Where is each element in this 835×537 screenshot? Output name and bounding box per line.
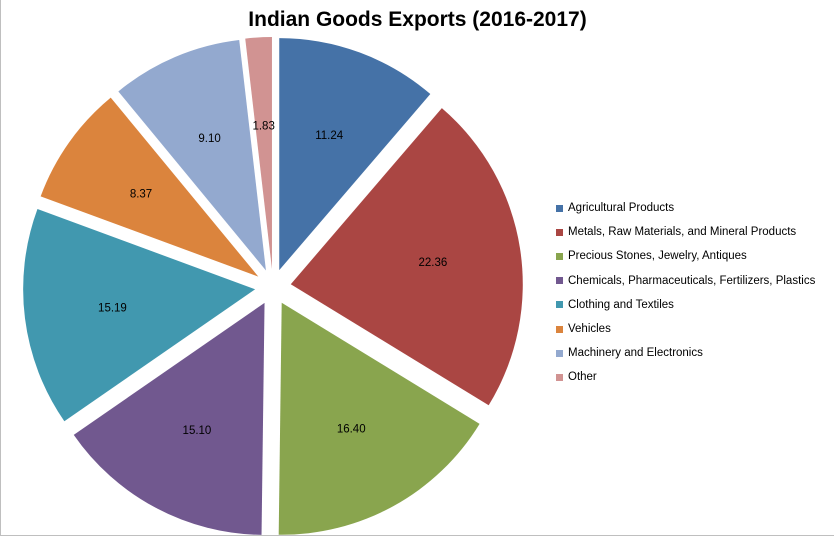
legend-label-1: Metals, Raw Materials, and Mineral Produ…	[568, 226, 797, 239]
pie-slice-7	[245, 37, 272, 270]
legend-label-5: Vehicles	[568, 323, 611, 336]
pie-slice-0	[279, 38, 431, 271]
legend-item-1: Metals, Raw Materials, and Mineral Produ…	[556, 220, 815, 244]
legend-swatch-0	[556, 204, 563, 212]
legend-swatch-7	[556, 373, 563, 381]
legend-item-0: Agricultural Products	[556, 196, 815, 220]
chart-title: Indian Goods Exports (2016-2017)	[248, 8, 587, 31]
legend-label-0: Agricultural Products	[568, 202, 675, 215]
legend-item-4: Clothing and Textiles	[556, 293, 815, 317]
legend-item-2: Precious Stones, Jewelry, Antiques	[556, 244, 815, 268]
legend-label-6: Machinery and Electronics	[568, 347, 703, 360]
legend-swatch-5	[556, 325, 563, 333]
data-label-6: 9.10	[198, 133, 220, 145]
pie-slice-2	[278, 302, 480, 535]
legend-swatch-1	[556, 228, 563, 236]
legend-label-4: Clothing and Textiles	[568, 298, 674, 311]
pie-slice-6	[118, 39, 266, 271]
pie-slice-3	[73, 302, 265, 535]
legend-swatch-2	[556, 252, 563, 260]
pie-slice-4	[23, 209, 256, 422]
data-label-2: 16.40	[337, 424, 366, 436]
legend-label-7: Other	[568, 371, 597, 384]
data-label-5: 8.37	[130, 188, 152, 200]
legend-swatch-3	[556, 277, 563, 285]
data-label-3: 15.10	[183, 425, 212, 437]
data-label-1: 22.36	[418, 257, 447, 269]
data-label-4: 15.19	[98, 302, 127, 314]
pie-slice-5	[40, 97, 259, 277]
data-label-0: 11.24	[315, 130, 344, 142]
legend-swatch-4	[556, 301, 563, 309]
legend-label-3: Chemicals, Pharmaceuticals, Fertilizers,…	[568, 274, 816, 287]
legend-item-6: Machinery and Electronics	[556, 341, 815, 365]
legend-item-5: Vehicles	[556, 317, 815, 341]
legend-item-7: Other	[556, 365, 815, 389]
legend: Agricultural Products Metals, Raw Materia…	[556, 196, 815, 390]
pie-slice-1	[290, 108, 523, 406]
legend-label-2: Precious Stones, Jewelry, Antiques	[568, 250, 747, 263]
data-label-7: 1.83	[252, 120, 274, 132]
legend-swatch-6	[556, 349, 563, 357]
legend-item-3: Chemicals, Pharmaceuticals, Fertilizers,…	[556, 269, 815, 293]
